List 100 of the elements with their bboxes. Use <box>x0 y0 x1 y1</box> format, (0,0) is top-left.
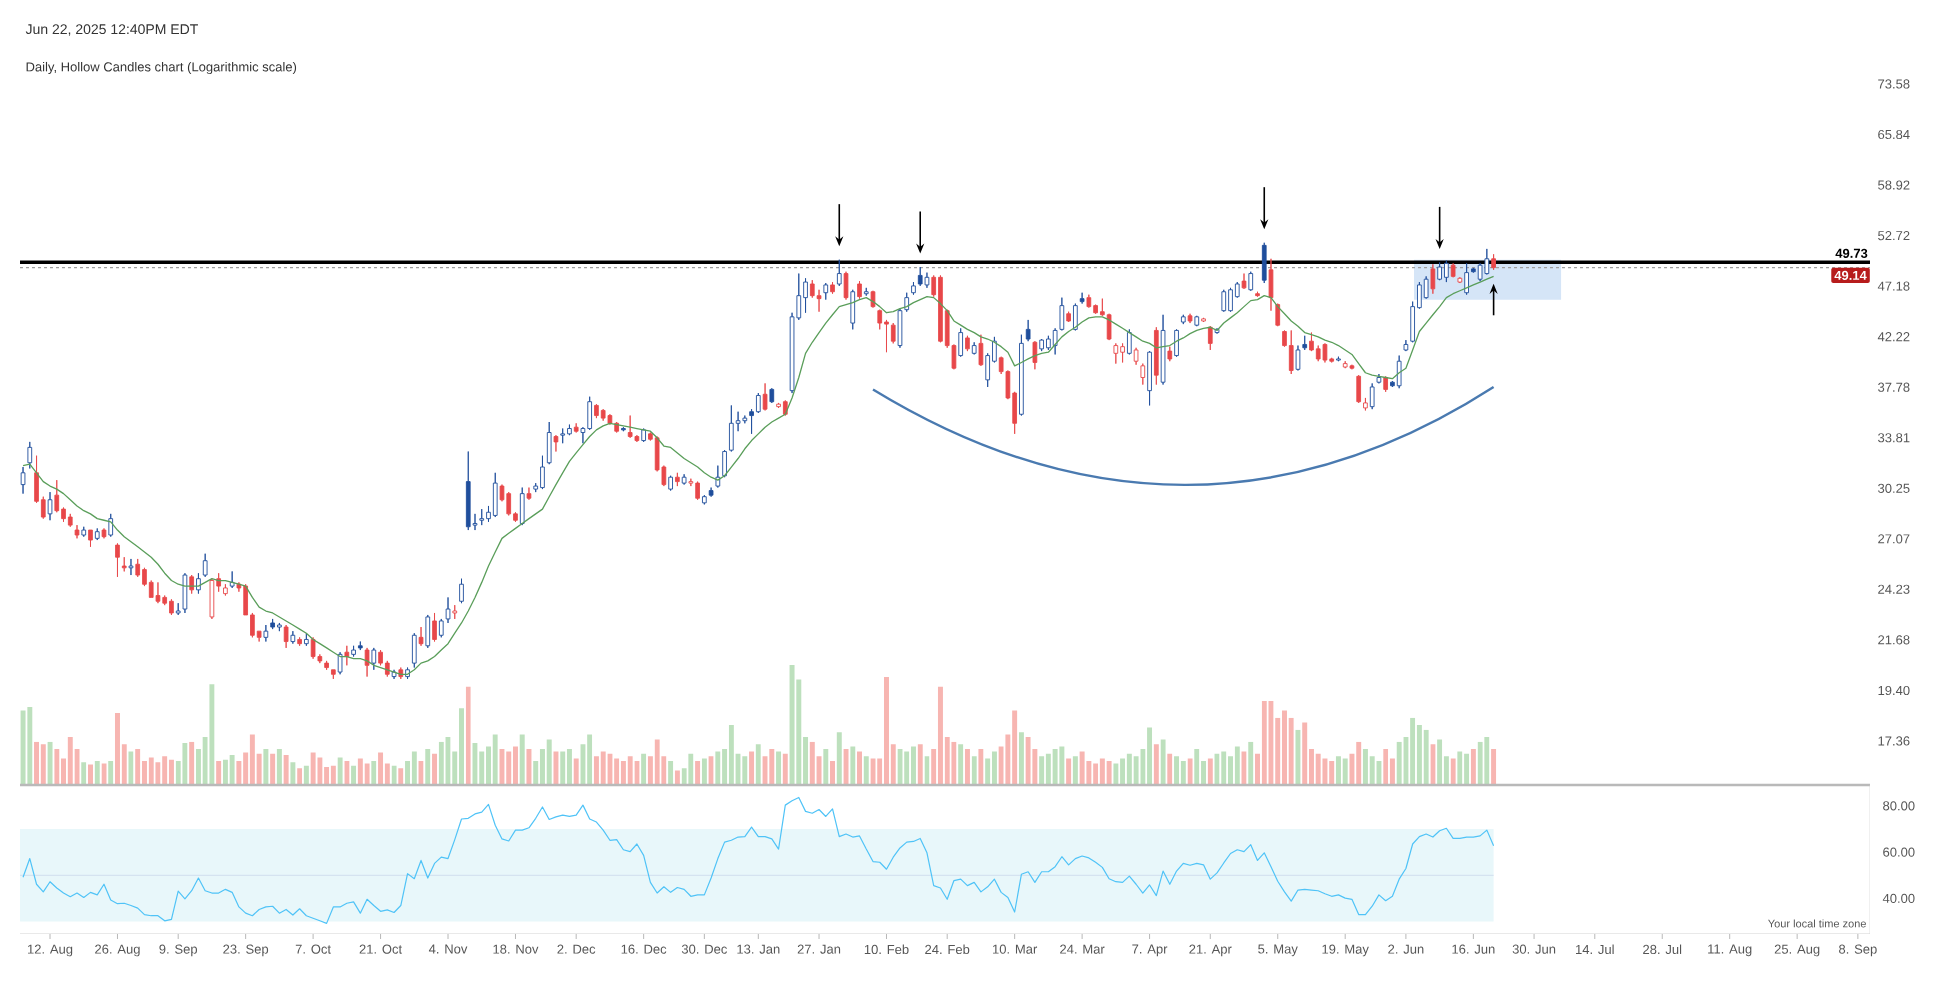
candlestick <box>1106 313 1112 341</box>
y-tick-label: 65.84 <box>1878 129 1910 140</box>
bar <box>371 761 377 785</box>
bar <box>587 734 593 785</box>
bar <box>74 749 80 785</box>
candlestick <box>34 455 39 504</box>
x-tick-label: 4. Nov <box>428 944 468 954</box>
candlestick <box>1100 298 1105 317</box>
candlestick <box>1471 267 1476 274</box>
candlestick <box>270 618 275 630</box>
x-tick-label: 10. Feb <box>864 944 909 955</box>
x-tick-label: 18. Nov <box>493 944 539 954</box>
candlestick <box>1241 273 1247 290</box>
candlestick <box>546 421 552 465</box>
bar <box>94 761 100 785</box>
candlestick <box>331 669 336 680</box>
bar <box>857 751 862 785</box>
bar <box>614 758 620 785</box>
candlestick <box>755 392 761 414</box>
bar <box>803 737 809 785</box>
x-tick-label: 21. Oct <box>359 944 403 954</box>
bar <box>991 751 997 785</box>
bar <box>890 744 896 785</box>
bar <box>1308 749 1314 785</box>
candlestick <box>1417 281 1422 310</box>
candlestick <box>223 583 228 596</box>
bar <box>1450 758 1456 785</box>
candlestick <box>1174 328 1179 358</box>
bar <box>88 764 93 785</box>
bar <box>526 749 532 785</box>
x-tick-label: 26. Aug <box>95 944 140 957</box>
candlestick <box>1120 342 1125 363</box>
candlestick <box>1167 346 1173 362</box>
bar <box>67 737 73 785</box>
candlestick <box>985 352 991 388</box>
candlestick <box>304 632 309 647</box>
x-tick-label: 5. May <box>1258 944 1298 957</box>
candlestick <box>492 472 498 518</box>
x-tick-label: 8. Sep <box>1839 944 1877 957</box>
candlestick <box>1430 263 1436 295</box>
candlestick <box>1268 258 1274 312</box>
candlestick <box>594 403 599 419</box>
bar <box>1389 758 1395 785</box>
bar <box>620 761 626 785</box>
candlestick <box>1180 314 1186 325</box>
bar <box>1410 717 1416 785</box>
bar <box>236 761 242 785</box>
candlestick <box>1201 317 1206 323</box>
bar <box>398 768 404 785</box>
candlestick <box>1025 319 1031 342</box>
candlestick <box>115 542 120 578</box>
bar <box>1187 758 1193 785</box>
bar <box>1248 741 1254 785</box>
candlestick <box>290 630 296 645</box>
bar <box>641 753 647 785</box>
bar <box>816 756 822 785</box>
x-tick-label: 7. Apr <box>1132 944 1168 957</box>
candlestick <box>1039 338 1044 352</box>
bar <box>108 761 114 785</box>
bar <box>20 710 26 785</box>
bar <box>1012 710 1018 785</box>
candlestick <box>1336 356 1341 362</box>
candlestick <box>776 402 781 409</box>
bar <box>162 756 168 785</box>
candlestick <box>1160 314 1166 386</box>
candlestick <box>931 274 937 298</box>
bar <box>600 751 606 785</box>
candlestick <box>877 309 883 330</box>
candlestick <box>1282 329 1287 348</box>
bar <box>47 741 53 785</box>
y-tick-label: 27.07 <box>1878 534 1910 544</box>
x-tick-label: 16. Dec <box>621 944 667 954</box>
bar <box>168 759 174 785</box>
candlestick <box>432 612 437 642</box>
candlestick <box>40 496 46 520</box>
candlestick <box>749 408 754 435</box>
y-tick-label: 40.00 <box>1882 893 1915 903</box>
bar <box>425 749 431 785</box>
candlestick <box>668 475 673 492</box>
bar <box>566 749 572 785</box>
candlestick <box>1383 375 1389 393</box>
candlestick <box>1019 334 1024 417</box>
candlestick <box>1369 382 1375 410</box>
bar <box>438 741 444 785</box>
x-tick-label: 30. Dec <box>681 944 728 954</box>
candlestick <box>47 491 53 521</box>
x-tick-label: 27. Jan <box>797 944 841 954</box>
x-tick-label: 13. Jan <box>737 944 780 954</box>
x-tick-label: 10. Mar <box>993 944 1038 954</box>
bar <box>1423 729 1429 785</box>
bar <box>1194 749 1200 785</box>
candlestick <box>351 645 356 657</box>
bar <box>1005 734 1011 785</box>
candlestick <box>836 259 842 287</box>
bar <box>931 749 937 785</box>
candlestick <box>1450 262 1456 278</box>
candlestick <box>27 441 33 469</box>
bar <box>506 751 512 785</box>
y-tick-label: 33.81 <box>1878 433 1910 443</box>
x-tick-label: 19. May <box>1322 944 1369 957</box>
